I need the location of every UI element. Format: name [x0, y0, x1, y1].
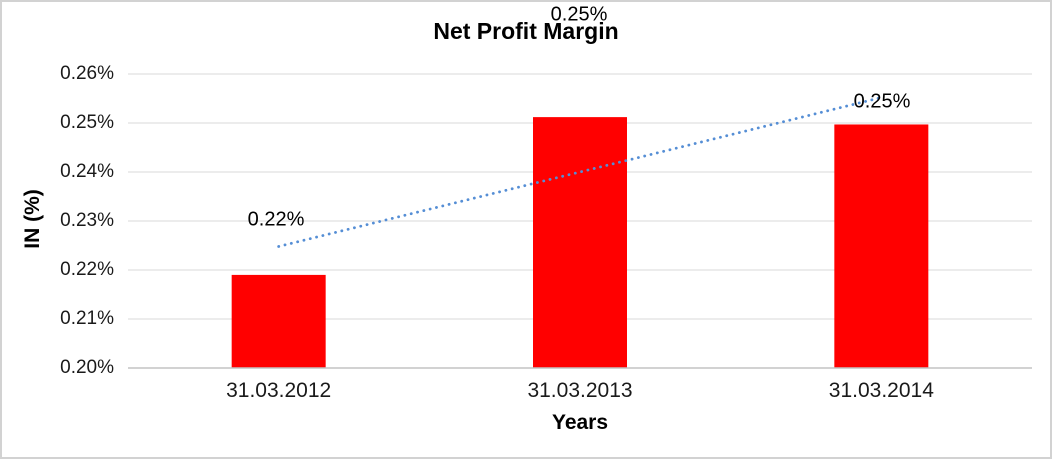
bar-31.03.2012 [231, 274, 326, 368]
x-tick-label: 31.03.2013 [527, 379, 633, 402]
x-tick-label: 31.03.2012 [226, 379, 332, 402]
y-tick-label: 0.22% [60, 259, 114, 280]
x-tick-label: 31.03.2014 [828, 379, 934, 402]
bar-31.03.2013 [533, 117, 627, 369]
y-tick-label: 0.25% [60, 112, 114, 133]
data-label-31.03.2014: 0.25% [853, 90, 911, 113]
y-tick-label: 0.23% [60, 210, 114, 231]
y-tick-label: 0.26% [60, 63, 114, 84]
trendline [277, 96, 883, 248]
x-axis-title: Years [551, 411, 609, 434]
bar-31.03.2014 [834, 124, 929, 368]
y-tick-label: 0.20% [60, 357, 114, 378]
data-label-31.03.2012: 0.22% [247, 208, 305, 231]
data-label-31.03.2013: 0.25% [550, 3, 608, 26]
y-tick-label: 0.21% [60, 308, 114, 329]
chart-title: Net Profit Margin [433, 18, 619, 44]
y-tick-label: 0.24% [60, 161, 114, 182]
